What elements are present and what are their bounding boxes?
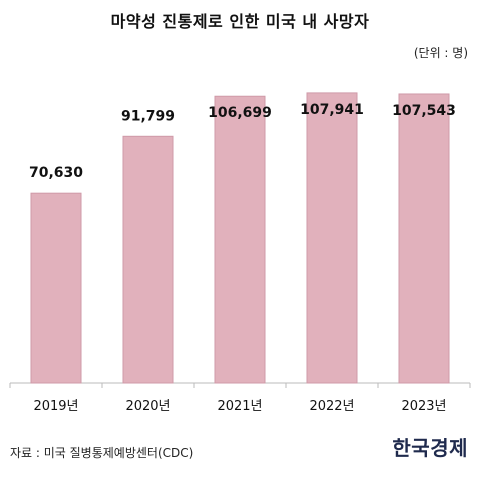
value-label: 107,543 — [392, 103, 456, 119]
brand-logo: 한국경제 — [392, 436, 468, 460]
bar-2019년 — [30, 192, 82, 384]
x-tick-label: 2020년 — [125, 399, 170, 414]
source-note: 자료 : 미국 질병통제예방센터(CDC) — [10, 446, 194, 460]
bar-2023년 — [398, 93, 450, 384]
bar-2022년 — [306, 92, 358, 384]
value-label: 107,941 — [300, 102, 364, 118]
x-tick-label: 2023년 — [401, 399, 446, 414]
value-label: 70,630 — [29, 165, 83, 181]
bar-2021년 — [214, 95, 266, 384]
value-label: 106,699 — [208, 105, 272, 121]
x-tick-label: 2022년 — [309, 399, 354, 414]
x-tick-label: 2021년 — [217, 399, 262, 414]
unit-note: (단위 : 명) — [413, 46, 468, 60]
chart-title: 마약성 진통제로 인한 미국 내 사망자 — [110, 12, 370, 31]
value-label: 91,799 — [121, 108, 175, 124]
bar-2020년 — [122, 135, 174, 384]
x-tick-label: 2019년 — [33, 399, 78, 414]
